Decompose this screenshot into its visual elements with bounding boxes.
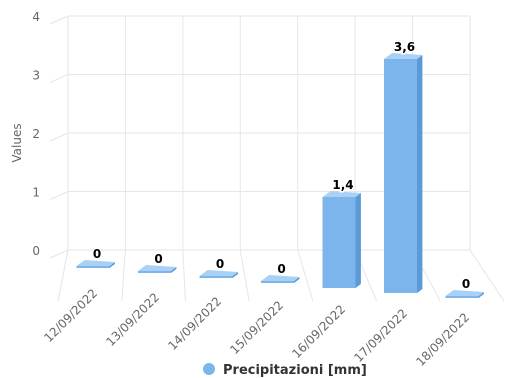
x-tick-label: 13/09/2022 (103, 290, 162, 349)
y-tick-label: 4 (32, 10, 40, 24)
y-axis-label: Values (10, 123, 24, 162)
bar-top (261, 275, 300, 281)
x-axis-ticks: 12/09/2022 13/09/2022 14/09/2022 15/09/2022… (41, 286, 472, 369)
bars (76, 53, 484, 298)
chart-grid (49, 15, 505, 302)
gridline-side (49, 191, 69, 200)
x-tick-label: 15/09/2022 (227, 298, 286, 357)
x-tick-label: 12/09/2022 (41, 286, 100, 345)
x-tick-label: 14/09/2022 (165, 294, 224, 353)
bar-side (355, 193, 361, 288)
bar-side (294, 277, 300, 283)
gridline-side (49, 74, 69, 83)
bar-top (138, 265, 177, 271)
bar-13/09/2022 (138, 265, 177, 273)
bar-17/09/2022 (384, 53, 423, 293)
bar-top (76, 260, 115, 266)
bar-16/09/2022 (322, 191, 361, 288)
bar-front (199, 276, 233, 278)
bar-front (76, 266, 110, 268)
bar-18/09/2022 (445, 290, 484, 298)
legend-marker-precipitazioni[interactable] (203, 363, 215, 375)
gridline-side (49, 132, 69, 142)
bar-front (384, 59, 417, 293)
y-tick-label: 0 (32, 244, 40, 258)
y-tick-label: 2 (32, 127, 40, 141)
bar-side (171, 267, 177, 273)
y-tick-label: 1 (32, 186, 40, 200)
y-axis-ticks: 0 1 2 3 4 (32, 10, 40, 258)
gridline-floor (469, 249, 505, 302)
bar-top (199, 270, 238, 276)
data-label: 0 (216, 257, 224, 271)
bar-front (261, 281, 294, 283)
gridline-floor (182, 249, 186, 302)
gridline-floor (121, 249, 126, 302)
x-tick-label: 18/09/2022 (413, 310, 472, 369)
bar-14/09/2022 (199, 270, 238, 278)
bar-top (322, 191, 361, 197)
bar-side (478, 292, 484, 298)
data-label: 3,6 (394, 40, 415, 54)
floor-edge (57, 249, 69, 302)
gridline-floor (297, 249, 314, 302)
data-labels: 0 0 0 0 1,4 3,6 0 (91, 39, 471, 293)
data-label: 0 (277, 262, 285, 276)
bar-12/09/2022 (76, 260, 115, 268)
bar-15/09/2022 (261, 275, 300, 283)
gridline-side (49, 249, 69, 259)
gridline-floor (239, 249, 250, 302)
bar-side (417, 55, 423, 293)
data-label: 0 (93, 247, 101, 261)
bar-side (232, 272, 238, 278)
bar-top (384, 53, 423, 59)
bar-side (109, 262, 115, 268)
data-label: 1,4 (332, 178, 353, 192)
bar-front (138, 271, 171, 273)
bar-front (322, 197, 356, 288)
data-label: 0 (154, 252, 162, 266)
x-tick-label: 16/09/2022 (289, 302, 348, 361)
side-top-edge (49, 15, 69, 25)
bar-front (445, 296, 479, 298)
legend-label-precipitazioni[interactable]: Precipitazioni [mm] (223, 363, 367, 378)
data-label: 0 (462, 277, 470, 291)
x-tick-label: 17/09/2022 (351, 306, 410, 365)
legend[interactable]: Precipitazioni [mm] (203, 363, 367, 378)
y-tick-label: 3 (32, 69, 40, 83)
bar-top (445, 290, 484, 296)
